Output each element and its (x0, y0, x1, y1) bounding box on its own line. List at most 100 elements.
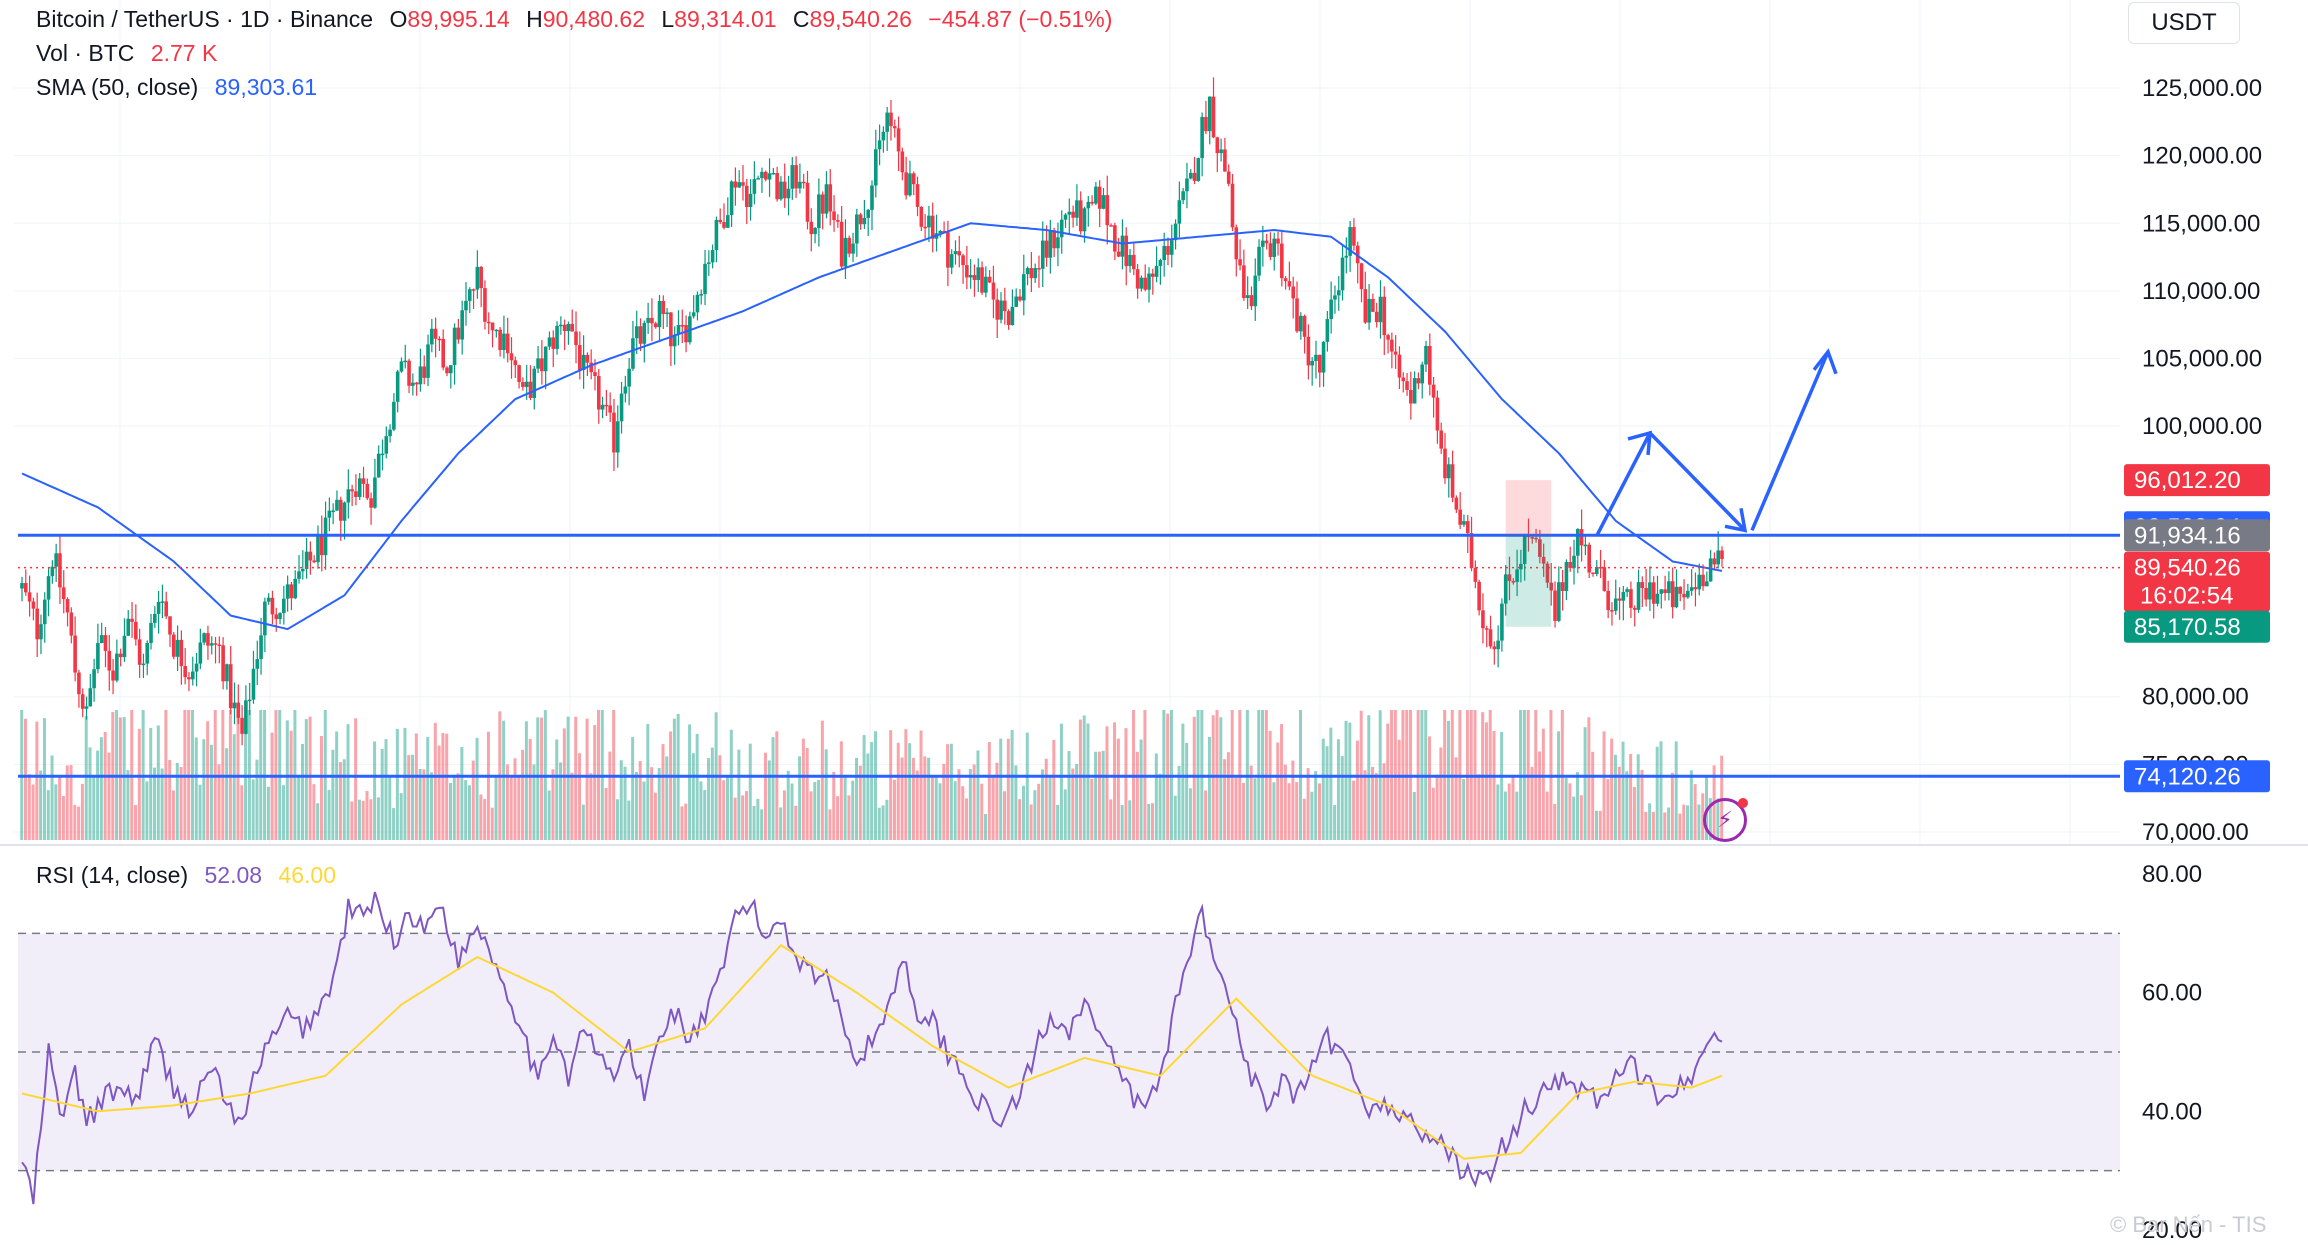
price-label-box (2124, 760, 2270, 793)
volume-bar (1655, 746, 1659, 840)
rsi-legend[interactable]: RSI (14, close) 52.08 46.00 (36, 862, 346, 889)
candle-body (1534, 537, 1538, 540)
candle-body (1689, 587, 1694, 591)
candle-body (342, 502, 347, 521)
volume-bar (589, 773, 593, 840)
candle-body (984, 276, 988, 293)
volume-bar (820, 720, 824, 840)
candle-body (737, 182, 741, 188)
candle-body (411, 382, 415, 386)
volume-bar (403, 727, 407, 840)
candle-body (900, 151, 905, 173)
candle-body (156, 601, 161, 614)
volume-bar (794, 805, 798, 840)
candle-body (1181, 191, 1185, 201)
volume-bar (494, 775, 498, 840)
candle-body (1644, 587, 1648, 600)
volume-bar (1173, 795, 1177, 840)
candle-body (1207, 96, 1212, 132)
symbol-title[interactable]: Bitcoin / TetherUS · 1D · Binance (36, 6, 374, 32)
alert-lightning-icon[interactable]: ⚡ (1703, 798, 1748, 842)
volume-bar (1640, 769, 1644, 840)
candle-body (1500, 603, 1504, 641)
candle-body (661, 300, 666, 315)
price-label-text: 96,012.20 (2134, 467, 2241, 494)
volume-bar (1253, 778, 1257, 840)
volume-bar (395, 728, 399, 840)
candle-body (1503, 574, 1508, 604)
candle-body (1075, 200, 1079, 218)
currency-unit-button[interactable]: USDT (2128, 2, 2240, 44)
volume-legend[interactable]: Vol · BTC 2.77 K (36, 40, 227, 67)
volume-bar (851, 780, 855, 840)
candle-body (1374, 311, 1379, 323)
volume-bar (160, 768, 164, 840)
rsi-ma-line (21, 943, 1723, 1160)
volume-bar (801, 738, 805, 840)
volume-bar (1302, 798, 1306, 840)
candle-body (213, 643, 218, 645)
volume-bar (756, 798, 760, 840)
volume-bar (949, 743, 953, 840)
candle-body (357, 478, 362, 497)
volume-bar (464, 780, 468, 840)
candle-body (23, 583, 28, 593)
candle-body (828, 184, 833, 212)
volume-bar (619, 760, 623, 840)
volume-bar (741, 795, 745, 840)
candle-body (308, 551, 313, 561)
volume-bar (46, 790, 50, 840)
candle-body (1431, 384, 1436, 398)
candle-body (760, 171, 764, 179)
volume-bar (80, 783, 84, 840)
volume-bar (1234, 777, 1238, 840)
volume-bar (710, 747, 714, 840)
candle-body (836, 220, 840, 222)
candle-body (566, 323, 571, 332)
candle-body (1382, 296, 1387, 336)
volume-bar (1621, 741, 1625, 840)
volume-bar (103, 731, 107, 840)
candle-body (251, 668, 256, 700)
sma-legend[interactable]: SMA (50, close) 89,303.61 (36, 74, 327, 101)
volume-bar (1602, 731, 1606, 840)
candle-body (1405, 381, 1409, 390)
volume-bar (65, 765, 69, 840)
candle-body (930, 215, 935, 239)
candle-body (1428, 346, 1432, 385)
volume-bar (885, 799, 889, 840)
candle-body (1545, 563, 1550, 583)
volume-bar (1116, 738, 1120, 840)
volume-bar (786, 770, 790, 840)
volume-bar (763, 752, 767, 840)
candle-body (726, 215, 730, 228)
candle-body (824, 184, 829, 214)
volume-bar (1029, 804, 1033, 840)
candle-body (528, 381, 533, 398)
candle-body (1553, 590, 1557, 621)
candle-body (217, 644, 222, 647)
volume-bar (1682, 804, 1686, 840)
candle-body (316, 535, 320, 563)
candle-body (1226, 171, 1231, 184)
candle-body (999, 300, 1003, 320)
candle-body (703, 263, 707, 295)
candle-body (695, 294, 700, 313)
candle-body (1280, 243, 1284, 279)
volume-bar (319, 736, 323, 840)
volume-bar (513, 758, 517, 840)
candle-body (1591, 572, 1595, 575)
candle-body (555, 325, 559, 349)
candle-body (839, 221, 844, 267)
candle-body (790, 165, 795, 189)
candle-body (1261, 240, 1265, 247)
volume-bar (665, 756, 669, 840)
candle-body (710, 250, 715, 263)
volume-bar (555, 739, 559, 840)
candle-body (1253, 275, 1258, 307)
candle-body (1560, 582, 1565, 591)
volume-bar (1651, 811, 1655, 840)
candle-body (297, 571, 301, 579)
candle-body (1629, 589, 1633, 608)
